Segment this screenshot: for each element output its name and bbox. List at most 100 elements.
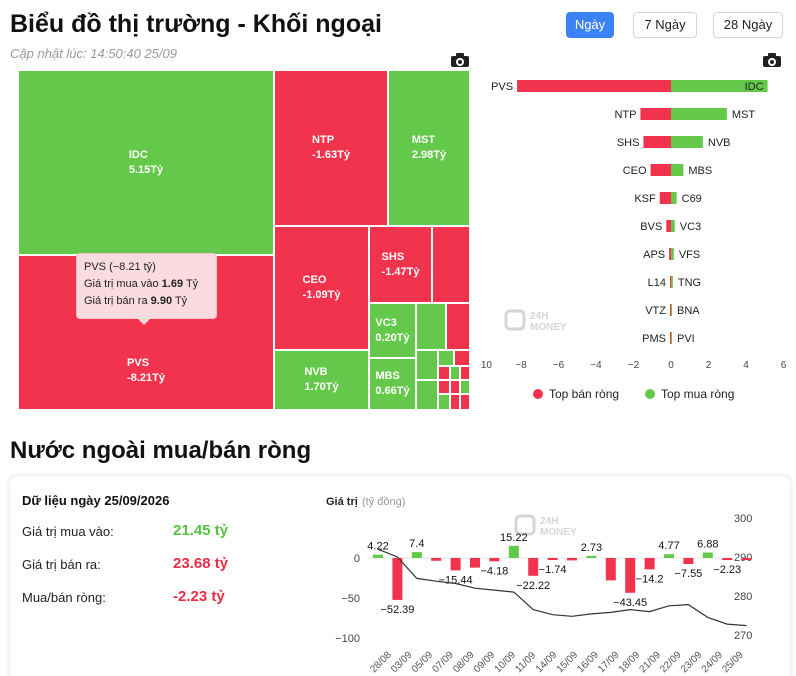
treemap-tile[interactable]	[438, 350, 454, 366]
net-bar[interactable]	[702, 552, 713, 558]
net-bar[interactable]	[664, 554, 674, 558]
svg-text:MONEY: MONEY	[530, 322, 567, 333]
buy-code-label: MBS	[688, 165, 712, 177]
x-tick-label: 0	[668, 360, 674, 371]
treemap-tile-mst[interactable]: MST 2.98Tỷ	[388, 70, 470, 226]
treemap-tile[interactable]	[450, 380, 460, 394]
buy-bar[interactable]	[671, 220, 675, 232]
buy-bar[interactable]	[671, 164, 684, 176]
x-tick-label: 21/09	[638, 649, 664, 675]
treemap-tile[interactable]	[460, 394, 470, 410]
buy-bar[interactable]	[671, 136, 703, 148]
sell-bar[interactable]	[659, 192, 671, 204]
net-bar[interactable]	[392, 558, 403, 600]
buy-bar[interactable]	[671, 248, 674, 260]
svg-text:24H: 24H	[530, 311, 548, 322]
treemap-tile-vc3[interactable]: VC3 0.20Tỷ	[369, 303, 416, 358]
buy-bar[interactable]	[671, 80, 768, 92]
sell-bar[interactable]	[650, 164, 671, 176]
bar-value-label: 2.73	[581, 542, 602, 554]
y-tick-label: −50	[341, 593, 360, 605]
treemap-tile-shs[interactable]: SHS -1.47Tỷ	[369, 226, 432, 303]
treemap-tile-ceo[interactable]: CEO -1.09Tỷ	[274, 226, 369, 350]
period-button-7-days[interactable]: 7 Ngày	[633, 12, 697, 38]
treemap-tile[interactable]	[438, 366, 450, 380]
sell-bar[interactable]	[669, 248, 671, 260]
net-bar[interactable]	[411, 552, 422, 558]
sell-bar[interactable]	[670, 332, 671, 344]
treemap-tile[interactable]	[438, 394, 450, 410]
sell-bar[interactable]	[517, 80, 671, 92]
y-axis-unit: (tỷ đồng)	[362, 496, 405, 508]
treemap-tile[interactable]	[446, 303, 470, 350]
net-bar[interactable]	[470, 558, 480, 568]
buy-code-label: PVI	[677, 333, 695, 345]
sell-bar[interactable]	[670, 276, 671, 288]
summary-date: Dữ liệu ngày 25/09/2026	[22, 493, 170, 508]
sell-code-label: VTZ	[645, 305, 666, 317]
net-bar[interactable]	[625, 558, 636, 593]
page-title: Biểu đồ thị trường - Khối ngoại	[10, 10, 382, 38]
bar-value-label: −52.39	[380, 604, 414, 616]
buy-bar[interactable]	[671, 276, 673, 288]
x-tick-label: 28/08	[368, 649, 394, 675]
net-bar[interactable]	[644, 558, 655, 570]
treemap-tile[interactable]	[460, 380, 470, 394]
buy-code-label: BNA	[677, 305, 700, 317]
bar-value-label: −15.44	[439, 574, 473, 586]
net-bar[interactable]	[431, 558, 442, 561]
treemap-tile[interactable]	[454, 350, 470, 366]
net-bar[interactable]	[450, 558, 461, 571]
treemap-tile-idc[interactable]: IDC 5.15Tỷ	[18, 70, 274, 255]
treemap-tile[interactable]	[460, 366, 470, 380]
index-line	[377, 548, 747, 627]
buy-bar[interactable]	[671, 304, 672, 316]
camera-icon[interactable]	[451, 53, 469, 67]
bar-value-label: 4.77	[658, 540, 679, 552]
net-bar[interactable]	[547, 558, 558, 560]
y-tick-label: −100	[335, 633, 360, 645]
net-bar[interactable]	[373, 554, 383, 558]
treemap-tile[interactable]	[416, 303, 446, 350]
buy-bar[interactable]	[671, 192, 677, 204]
legend-label[interactable]: Top mua ròng	[661, 387, 734, 401]
sell-bar[interactable]	[643, 136, 671, 148]
treemap-tile[interactable]	[450, 366, 460, 380]
treemap-tile[interactable]	[438, 380, 450, 394]
net-bar[interactable]	[489, 558, 500, 562]
x-tick-label: 2	[706, 360, 712, 371]
net-bar[interactable]	[586, 555, 597, 558]
treemap-tile[interactable]	[416, 350, 438, 380]
treemap-tile-nvb[interactable]: NVB 1.70Tỷ	[274, 350, 369, 410]
net-bar[interactable]	[683, 558, 694, 565]
treemap-tile[interactable]	[416, 380, 438, 410]
x-tick-label: 11/09	[513, 650, 538, 675]
treemap-tile[interactable]	[432, 226, 470, 303]
buy-bar[interactable]	[671, 332, 672, 344]
net-bar[interactable]	[741, 558, 752, 560]
buy-bar[interactable]	[671, 108, 727, 120]
legend-swatch[interactable]	[645, 389, 655, 399]
bar-value-label: 4.22	[367, 541, 388, 553]
camera-icon[interactable]	[763, 53, 781, 67]
net-bar[interactable]	[567, 558, 577, 561]
period-button-day[interactable]: Ngày	[566, 12, 614, 38]
net-bar[interactable]	[508, 545, 519, 558]
sell-bar[interactable]	[666, 220, 671, 232]
net-bar[interactable]	[605, 558, 616, 581]
treemap-tile-ntp[interactable]: NTP -1.63Tỷ	[274, 70, 388, 226]
period-button-28-days[interactable]: 28 Ngày	[713, 12, 783, 38]
treemap: IDC 5.15Tỷ PVS -8.21Tỷ NTP -1.63Tỷ MST 2.98T…	[18, 70, 470, 410]
x-tick-label: −4	[590, 360, 602, 371]
legend-label[interactable]: Top bán ròng	[549, 387, 619, 401]
sell-code-label: L14	[648, 277, 666, 289]
sell-code-label: PVS	[491, 81, 513, 93]
net-bar[interactable]	[528, 558, 539, 576]
sell-bar[interactable]	[640, 108, 671, 120]
x-tick-label: 03/09	[389, 649, 415, 675]
sell-bar[interactable]	[670, 304, 671, 316]
treemap-tile[interactable]	[450, 394, 460, 410]
treemap-tile-mbs[interactable]: MBS 0.66Tỷ	[369, 358, 416, 410]
net-bar[interactable]	[722, 558, 733, 560]
legend-swatch[interactable]	[533, 389, 543, 399]
